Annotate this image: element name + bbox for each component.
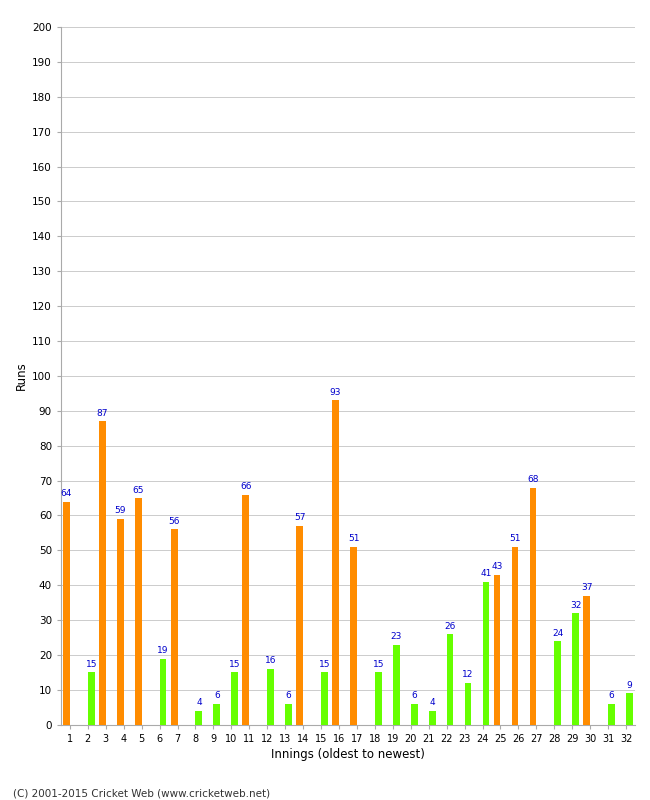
- Y-axis label: Runs: Runs: [15, 362, 28, 390]
- Bar: [572, 613, 579, 725]
- Text: 6: 6: [608, 691, 614, 700]
- Bar: [530, 487, 536, 725]
- Bar: [99, 422, 106, 725]
- Text: 15: 15: [318, 660, 330, 669]
- Text: 32: 32: [570, 601, 581, 610]
- X-axis label: Innings (oldest to newest): Innings (oldest to newest): [271, 748, 425, 761]
- Text: 66: 66: [240, 482, 252, 491]
- Bar: [332, 400, 339, 725]
- Text: 12: 12: [462, 670, 474, 679]
- Bar: [554, 641, 561, 725]
- Bar: [296, 526, 303, 725]
- Text: 51: 51: [348, 534, 359, 543]
- Text: 41: 41: [480, 570, 491, 578]
- Bar: [231, 673, 238, 725]
- Bar: [482, 582, 489, 725]
- Text: 43: 43: [491, 562, 502, 571]
- Text: 51: 51: [509, 534, 521, 543]
- Text: 65: 65: [133, 486, 144, 494]
- Text: 24: 24: [552, 629, 564, 638]
- Bar: [583, 596, 590, 725]
- Bar: [63, 502, 70, 725]
- Text: 19: 19: [157, 646, 169, 655]
- Text: 26: 26: [445, 622, 456, 630]
- Text: 93: 93: [330, 388, 341, 397]
- Text: 16: 16: [265, 657, 276, 666]
- Bar: [135, 498, 142, 725]
- Text: 4: 4: [429, 698, 435, 707]
- Text: 64: 64: [61, 489, 72, 498]
- Bar: [493, 574, 501, 725]
- Text: 6: 6: [214, 691, 220, 700]
- Text: 56: 56: [168, 517, 180, 526]
- Bar: [512, 547, 519, 725]
- Bar: [117, 519, 124, 725]
- Text: 15: 15: [372, 660, 384, 669]
- Bar: [171, 530, 177, 725]
- Bar: [160, 658, 166, 725]
- Bar: [393, 645, 400, 725]
- Bar: [213, 704, 220, 725]
- Bar: [88, 673, 95, 725]
- Bar: [429, 711, 436, 725]
- Text: 59: 59: [114, 506, 126, 515]
- Bar: [411, 704, 417, 725]
- Text: 4: 4: [196, 698, 202, 707]
- Bar: [447, 634, 454, 725]
- Text: 15: 15: [229, 660, 240, 669]
- Bar: [608, 704, 615, 725]
- Text: 6: 6: [411, 691, 417, 700]
- Text: 15: 15: [86, 660, 97, 669]
- Text: 9: 9: [627, 681, 632, 690]
- Bar: [350, 547, 357, 725]
- Text: 68: 68: [527, 475, 539, 484]
- Bar: [242, 494, 250, 725]
- Bar: [626, 694, 633, 725]
- Text: 23: 23: [391, 632, 402, 641]
- Bar: [196, 711, 202, 725]
- Bar: [465, 683, 471, 725]
- Text: 57: 57: [294, 514, 306, 522]
- Bar: [285, 704, 292, 725]
- Text: 87: 87: [97, 409, 108, 418]
- Bar: [267, 669, 274, 725]
- Text: 6: 6: [286, 691, 291, 700]
- Bar: [321, 673, 328, 725]
- Bar: [375, 673, 382, 725]
- Text: (C) 2001-2015 Cricket Web (www.cricketweb.net): (C) 2001-2015 Cricket Web (www.cricketwe…: [13, 788, 270, 798]
- Text: 37: 37: [581, 583, 593, 592]
